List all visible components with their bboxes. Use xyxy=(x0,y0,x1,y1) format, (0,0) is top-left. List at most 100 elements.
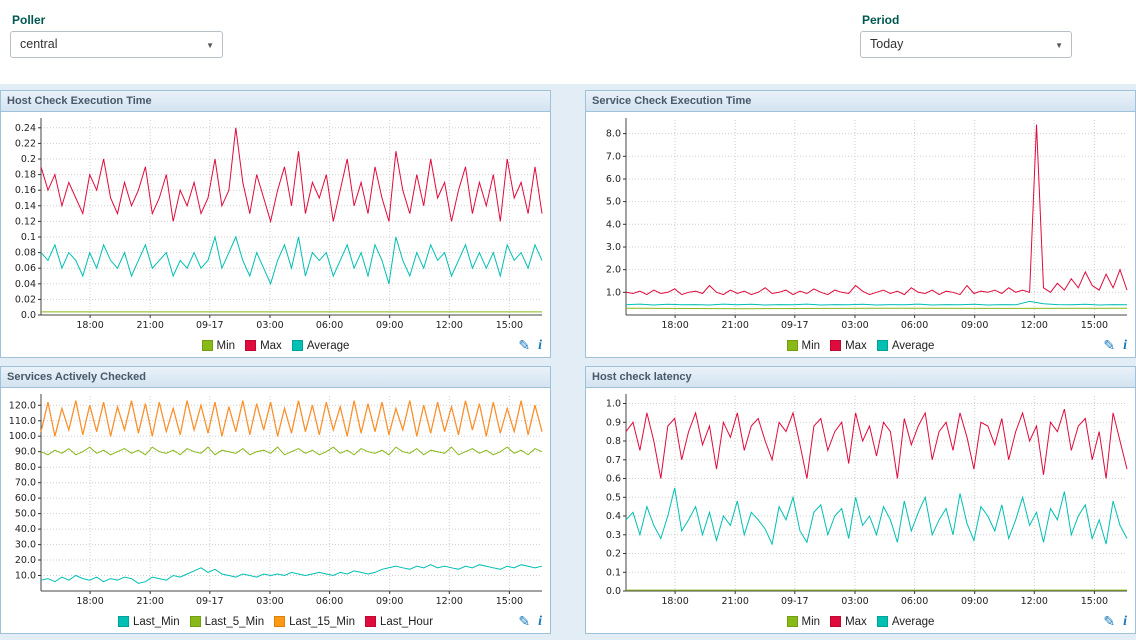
legend-swatch xyxy=(291,340,303,351)
svg-text:0.16: 0.16 xyxy=(15,185,36,196)
svg-text:21:00: 21:00 xyxy=(722,596,749,607)
poller-label: Poller xyxy=(12,13,46,27)
svg-text:09:00: 09:00 xyxy=(961,320,988,331)
panel-host-check-latency: Host check latency 0.0 0.1 0.2 0.3 0.4 0.5 0.6… xyxy=(585,366,1136,634)
legend: Min Max Average xyxy=(782,616,940,628)
panel-title: Host Check Execution Time xyxy=(1,91,550,112)
svg-text:0.1: 0.1 xyxy=(606,567,621,578)
legend-item-last_hour[interactable]: Last_Hour xyxy=(364,616,433,628)
svg-text:0.04: 0.04 xyxy=(15,279,36,290)
legend-item-max[interactable]: Max xyxy=(830,616,867,628)
legend-swatch xyxy=(274,616,286,627)
svg-text:0.5: 0.5 xyxy=(606,492,621,503)
svg-text:0.06: 0.06 xyxy=(15,263,36,274)
svg-text:03:00: 03:00 xyxy=(841,320,868,331)
legend-swatch xyxy=(786,340,798,351)
info-icon[interactable]: i xyxy=(1123,613,1127,629)
legend: Min Max Average xyxy=(197,340,355,352)
legend-label: Min xyxy=(801,615,821,628)
chevron-down-icon: ▼ xyxy=(206,41,214,50)
legend-label: Max xyxy=(260,339,282,352)
legend-label: Average xyxy=(891,615,935,628)
svg-text:5.0: 5.0 xyxy=(606,197,621,208)
legend-item-min[interactable]: Min xyxy=(201,340,235,352)
svg-text:15:00: 15:00 xyxy=(496,596,523,607)
svg-text:09-17: 09-17 xyxy=(781,320,809,331)
svg-text:1.0: 1.0 xyxy=(606,399,621,410)
svg-text:6.0: 6.0 xyxy=(606,174,621,185)
legend-label: Min xyxy=(801,339,821,352)
legend-swatch xyxy=(245,340,257,351)
legend-item-average[interactable]: Average xyxy=(291,340,349,352)
legend-item-last_5_min[interactable]: Last_5_Min xyxy=(189,616,264,628)
legend-item-min[interactable]: Min xyxy=(786,339,821,352)
legend-item-last_15_min[interactable]: Last_15_Min xyxy=(274,616,355,628)
legend-item-average[interactable]: Average xyxy=(876,339,935,352)
svg-text:03:00: 03:00 xyxy=(256,596,283,607)
svg-text:90.0: 90.0 xyxy=(15,447,36,458)
svg-text:0.1: 0.1 xyxy=(21,232,36,243)
svg-text:06:00: 06:00 xyxy=(316,320,343,331)
svg-text:0.22: 0.22 xyxy=(15,138,36,149)
svg-text:15:00: 15:00 xyxy=(1081,596,1108,607)
svg-text:110.0: 110.0 xyxy=(9,416,36,427)
period-selected-value: Today xyxy=(870,37,904,51)
legend-item-last_min[interactable]: Last_Min xyxy=(117,615,180,628)
poller-select[interactable]: central ▼ xyxy=(10,31,223,58)
svg-text:03:00: 03:00 xyxy=(841,596,868,607)
edit-graph-icon[interactable]: ✎ xyxy=(518,613,531,629)
legend-swatch xyxy=(876,340,888,351)
svg-text:0.4: 0.4 xyxy=(606,511,621,522)
legend-item-max[interactable]: Max xyxy=(245,340,282,352)
svg-text:0.8: 0.8 xyxy=(606,436,621,447)
svg-text:50.0: 50.0 xyxy=(15,509,36,520)
edit-graph-icon[interactable]: ✎ xyxy=(1103,613,1116,629)
legend-label: Average xyxy=(891,339,935,352)
poller-selected-value: central xyxy=(20,37,58,51)
svg-text:0.14: 0.14 xyxy=(15,201,36,212)
info-icon[interactable]: i xyxy=(1123,337,1127,353)
svg-text:15:00: 15:00 xyxy=(1081,320,1108,331)
legend-item-average[interactable]: Average xyxy=(876,615,935,628)
svg-text:100.0: 100.0 xyxy=(9,431,36,442)
svg-text:09:00: 09:00 xyxy=(961,596,988,607)
svg-text:06:00: 06:00 xyxy=(901,596,928,607)
legend-swatch xyxy=(876,616,888,627)
svg-text:10.0: 10.0 xyxy=(15,571,36,582)
legend-swatch xyxy=(830,340,842,351)
svg-text:120.0: 120.0 xyxy=(9,400,36,411)
svg-text:06:00: 06:00 xyxy=(901,320,928,331)
period-select[interactable]: Today ▼ xyxy=(860,31,1072,58)
legend-swatch xyxy=(786,616,798,627)
panel-title: Host check latency xyxy=(586,367,1135,388)
legend-label: Last_Min xyxy=(132,615,180,628)
svg-text:30.0: 30.0 xyxy=(15,540,36,551)
svg-text:0.3: 0.3 xyxy=(606,530,621,541)
svg-text:4.0: 4.0 xyxy=(606,219,621,230)
svg-text:0.08: 0.08 xyxy=(15,248,36,259)
edit-graph-icon[interactable]: ✎ xyxy=(518,337,531,353)
svg-text:0.9: 0.9 xyxy=(606,417,621,428)
svg-text:0.2: 0.2 xyxy=(606,549,621,560)
legend-swatch xyxy=(189,616,201,627)
host-check-latency-chart: 0.0 0.1 0.2 0.3 0.4 0.5 0.6 0.7 0.8 0.9 1.0 18:00 21… xyxy=(586,388,1135,609)
edit-graph-icon[interactable]: ✎ xyxy=(1103,337,1116,353)
svg-text:09-17: 09-17 xyxy=(781,596,809,607)
svg-text:21:00: 21:00 xyxy=(137,320,164,331)
svg-text:2.0: 2.0 xyxy=(606,265,621,276)
legend-item-max[interactable]: Max xyxy=(830,340,867,352)
svg-text:40.0: 40.0 xyxy=(15,524,36,535)
legend: Min Max Average xyxy=(782,340,940,352)
panel-title: Services Actively Checked xyxy=(1,367,550,388)
svg-text:12:00: 12:00 xyxy=(436,596,463,607)
legend-swatch xyxy=(201,340,213,351)
chevron-down-icon: ▼ xyxy=(1055,41,1063,50)
svg-text:60.0: 60.0 xyxy=(15,493,36,504)
svg-text:09-17: 09-17 xyxy=(196,320,224,331)
svg-text:0.0: 0.0 xyxy=(606,586,621,597)
panel-services-actively-checked: Services Actively Checked 10.0 20.0 30.0 40… xyxy=(0,366,551,634)
info-icon[interactable]: i xyxy=(538,613,542,629)
info-icon[interactable]: i xyxy=(538,337,542,353)
svg-text:70.0: 70.0 xyxy=(15,478,36,489)
legend-item-min[interactable]: Min xyxy=(786,615,821,628)
